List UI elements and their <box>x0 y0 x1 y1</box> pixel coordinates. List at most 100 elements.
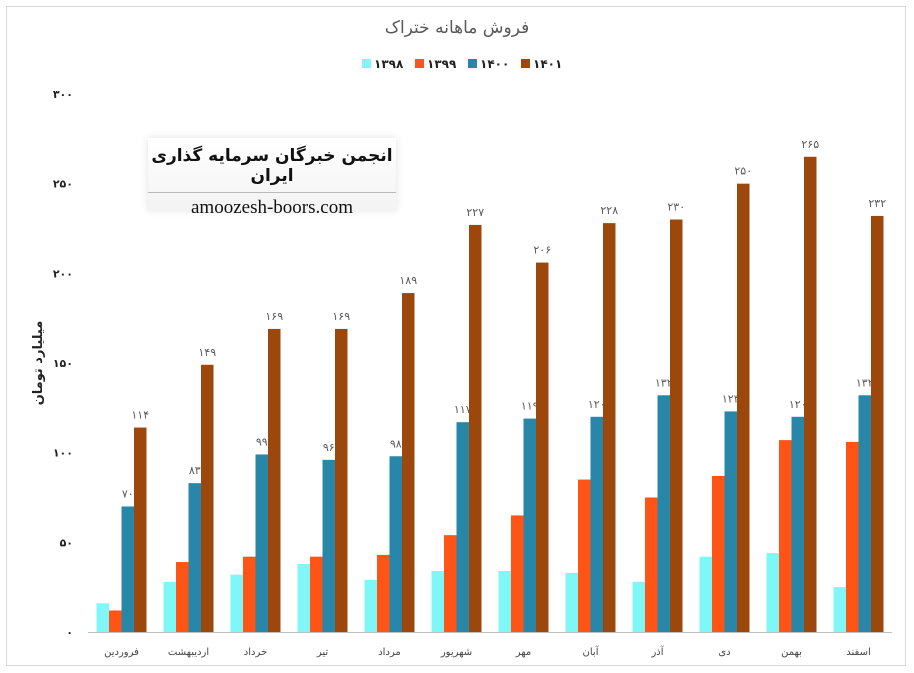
bar-2 <box>523 418 536 632</box>
bar-2 <box>791 416 804 632</box>
bar-0 <box>498 571 511 632</box>
bar-1 <box>511 515 524 632</box>
data-label: ۲۲۷ <box>466 206 484 219</box>
y-tick-label: ۰ <box>66 626 73 639</box>
x-tick-label: بهمن <box>781 647 802 658</box>
data-label: ۱۲۰ <box>789 398 807 411</box>
data-label: ۲۳۰ <box>667 201 685 214</box>
bar-3 <box>737 183 750 632</box>
x-tick-label: دی <box>718 647 730 658</box>
y-tick-label: ۱۵۰ <box>53 357 73 370</box>
bar-3 <box>402 293 415 632</box>
data-label: ۹۶ <box>323 441 335 454</box>
x-tick-label: تیر <box>316 647 329 658</box>
legend-swatch <box>521 59 530 68</box>
data-label: ۱۱۴ <box>131 409 149 422</box>
bar-3 <box>871 215 884 633</box>
bar-3 <box>335 328 348 632</box>
data-label: ۹۹ <box>256 435 268 448</box>
data-label: ۱۱۹ <box>521 400 539 413</box>
data-label: ۱۲۰ <box>588 398 606 411</box>
bar-0 <box>230 574 243 632</box>
watermark-divider <box>148 192 396 193</box>
data-label: ۱۴۹ <box>198 346 216 359</box>
bar-0 <box>163 581 176 632</box>
bar-3 <box>603 223 616 632</box>
data-label: ۲۰۶ <box>533 244 551 257</box>
y-tick-label: ۳۰۰ <box>53 88 73 101</box>
data-label: ۷۰ <box>122 487 134 500</box>
data-label: ۲۵۰ <box>734 165 752 178</box>
bar-0 <box>699 556 712 632</box>
bar-0 <box>431 571 444 632</box>
y-tick-label: ۱۰۰ <box>53 447 73 460</box>
data-label: ۲۶۵ <box>801 138 819 151</box>
bar-3 <box>536 262 549 632</box>
data-label: ۱۶۹ <box>265 310 283 323</box>
bar-1 <box>846 441 859 632</box>
y-axis-label: میلیارد تومان <box>31 321 46 406</box>
data-label: ۱۸۹ <box>399 274 417 287</box>
bar-1 <box>712 475 725 632</box>
bar-2 <box>188 483 201 632</box>
bar-2 <box>456 422 469 632</box>
bar-3 <box>670 219 683 633</box>
y-tick-label: ۵۰ <box>60 536 73 549</box>
y-tick-label: ۲۰۰ <box>53 267 73 280</box>
bar-2 <box>590 416 603 632</box>
bar-3 <box>201 364 214 632</box>
bar-0 <box>364 579 377 632</box>
x-tick-label: آذر <box>650 645 664 658</box>
data-label: ۹۸ <box>390 437 402 450</box>
bar-0 <box>766 553 779 632</box>
data-label: ۸۳ <box>189 464 201 477</box>
bar-1 <box>578 479 591 632</box>
legend-swatch <box>362 59 371 68</box>
x-tick-label: مرداد <box>378 647 401 658</box>
data-label: ۱۶۹ <box>332 310 350 323</box>
x-tick-label: فروردین <box>104 647 139 658</box>
bar-1 <box>779 440 792 632</box>
bar-1 <box>444 535 457 632</box>
bar-1 <box>645 497 658 632</box>
data-label: ۱۱۷ <box>454 403 472 416</box>
watermark-title: انجمن خبرگان سرمایه گذاری ایران <box>151 146 393 186</box>
data-label: ۱۲۳ <box>722 392 740 405</box>
chart-title: فروش ماهانه ختراک <box>385 18 530 38</box>
legend-label: ۱۳۹۸ <box>374 57 404 71</box>
y-tick-label: ۲۵۰ <box>53 178 73 191</box>
bar-1 <box>243 556 256 632</box>
legend-label: ۱۴۰۱ <box>533 57 562 71</box>
bar-2 <box>657 395 670 632</box>
bar-2 <box>389 456 402 632</box>
x-tick-label: مهر <box>515 647 531 658</box>
x-tick-label: اردیبهشت <box>168 647 209 658</box>
bar-0 <box>632 581 645 632</box>
bar-2 <box>724 411 737 632</box>
bar-1 <box>176 562 189 632</box>
data-label: ۱۳۲ <box>655 376 673 389</box>
data-label: ۲۲۸ <box>600 204 618 217</box>
legend-swatch <box>415 59 424 68</box>
bar-2 <box>322 459 335 632</box>
bar-0 <box>96 603 109 632</box>
watermark-site: amoozesh-boors.com <box>191 197 353 218</box>
bar-1 <box>377 554 390 632</box>
legend-swatch <box>468 59 477 68</box>
x-tick-label: شهریور <box>440 647 472 658</box>
chart-frame <box>6 6 906 666</box>
x-tick-label: اسفند <box>846 647 870 658</box>
x-tick-label: آبان <box>583 645 600 658</box>
bar-3 <box>469 224 482 632</box>
bar-3 <box>134 427 147 632</box>
bar-0 <box>833 587 846 632</box>
data-label: ۲۳۲ <box>868 197 886 210</box>
legend-label: ۱۳۹۹ <box>427 57 457 71</box>
bar-0 <box>565 572 578 632</box>
watermark: انجمن خبرگان سرمایه گذاری ایران amoozesh… <box>148 138 396 218</box>
bar-1 <box>109 610 122 632</box>
bar-3 <box>804 156 817 632</box>
data-label: ۱۳۲ <box>856 376 874 389</box>
x-tick-label: خرداد <box>244 647 267 658</box>
